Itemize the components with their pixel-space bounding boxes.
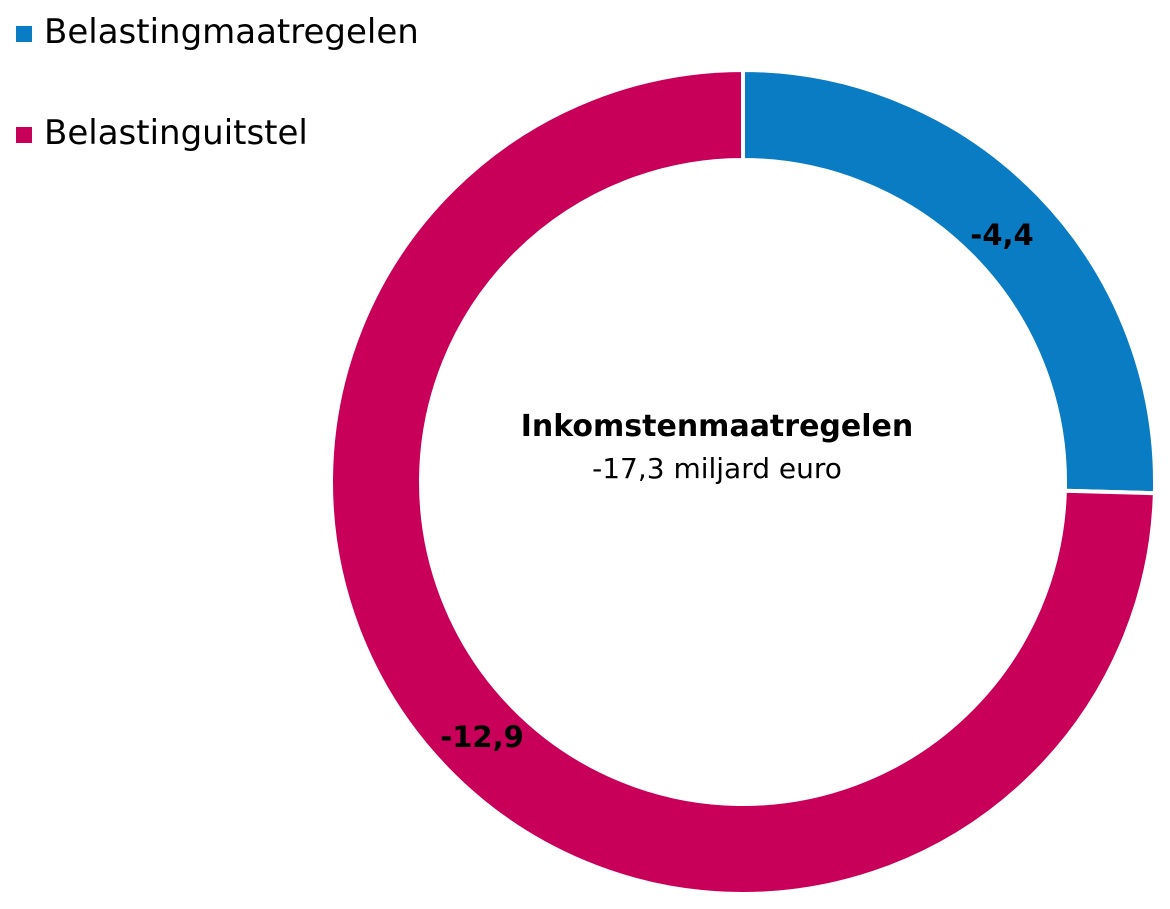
donut-slices	[329, 67, 1157, 896]
legend-swatch-belastinguitstel	[16, 127, 32, 143]
legend-label-belastingmaatregelen: Belastingmaatregelen	[44, 12, 419, 52]
center-title: Inkomstenmaatregelen	[521, 409, 913, 444]
slice-data-label-belastinguitstel: -12,9	[440, 720, 524, 754]
legend-item-belastinguitstel: Belastinguitstel	[16, 111, 419, 155]
legend-label-belastinguitstel: Belastinguitstel	[44, 113, 308, 153]
donut-slice-belastinguitstel	[329, 67, 1157, 896]
center-subtitle: -17,3 miljard euro	[592, 452, 842, 485]
slice-data-label-belastingmaatregelen: -4,4	[970, 218, 1033, 252]
legend-swatch-belastingmaatregelen	[16, 26, 32, 42]
chart-legend: Belastingmaatregelen Belastinguitstel	[16, 10, 419, 212]
legend-item-belastingmaatregelen: Belastingmaatregelen	[16, 10, 419, 54]
